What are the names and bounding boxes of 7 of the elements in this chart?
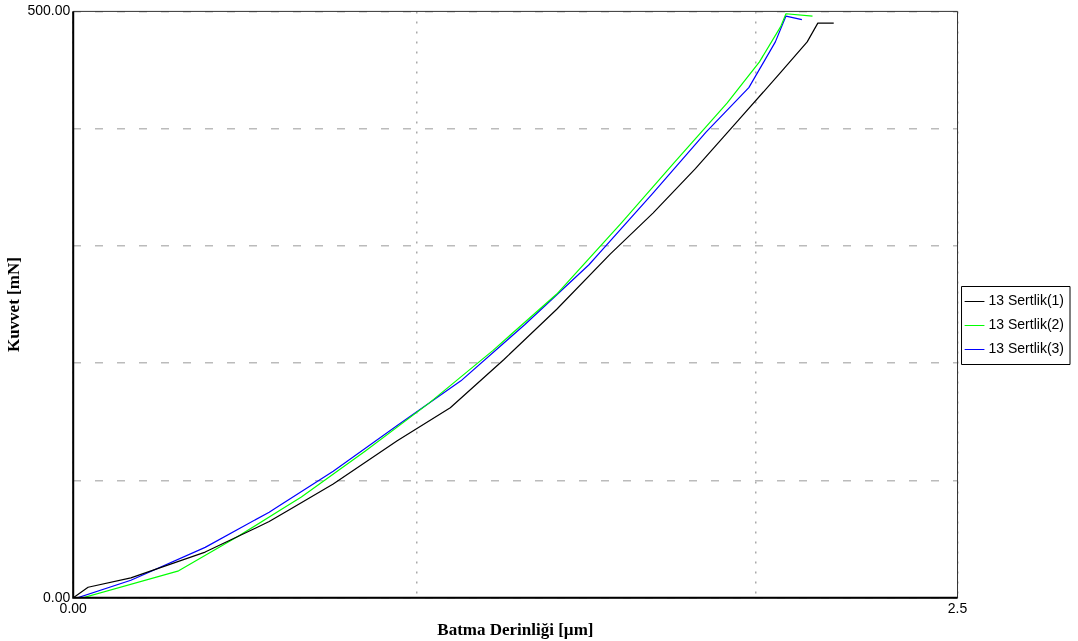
y-tick-label: 500.00 [27,2,71,19]
legend-label: 13 Sertlik(3) [988,340,1064,357]
x-tick-label: 2.5 [947,600,968,617]
y-axis-title: Kuvvet [mN] [3,257,23,353]
legend-label: 13 Sertlik(2) [988,316,1064,333]
legend-label: 13 Sertlik(1) [988,292,1064,309]
x-axis-title: Batma Derinliği [µm] [437,620,594,640]
